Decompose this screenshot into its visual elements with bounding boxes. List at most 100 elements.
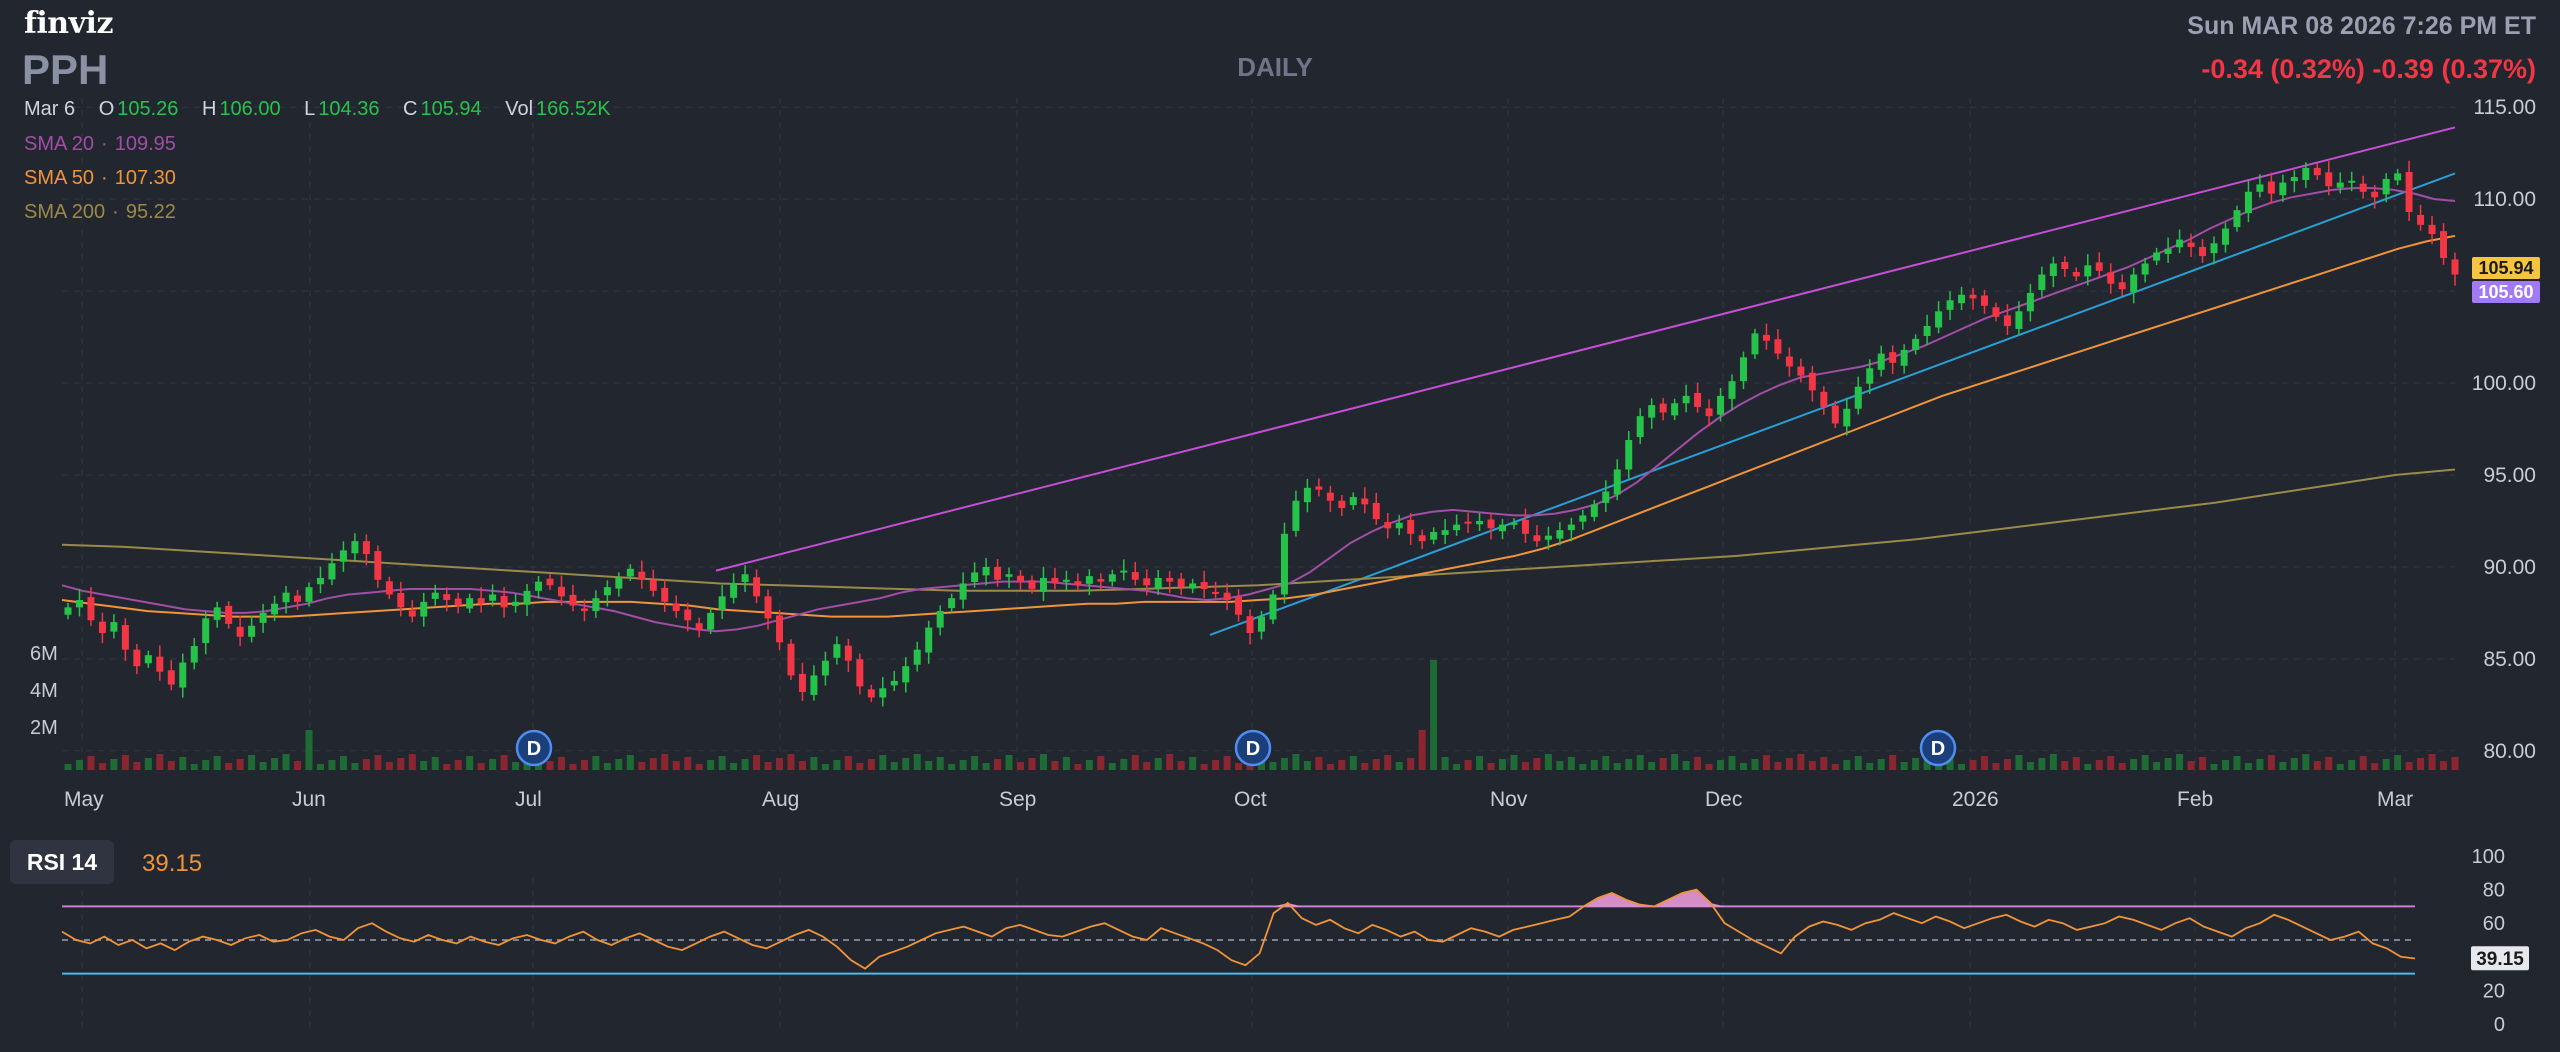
volume-bar bbox=[1498, 759, 1506, 770]
volume-bar bbox=[1969, 760, 1977, 770]
volume-bar bbox=[1200, 764, 1208, 770]
low-value: 104.36 bbox=[318, 98, 380, 120]
volume-bar bbox=[1407, 758, 1415, 770]
volume-bar bbox=[1590, 760, 1598, 770]
close-value: 105.94 bbox=[420, 98, 482, 120]
candle-body bbox=[1338, 500, 1346, 509]
volume-bar bbox=[580, 760, 588, 770]
rsi-overbought-fill bbox=[1273, 903, 1302, 907]
candle-body bbox=[2313, 167, 2321, 176]
sma200-legend: SMA 200 · 95.22 bbox=[24, 201, 176, 223]
volume-bar bbox=[2164, 758, 2172, 770]
candle-body bbox=[2359, 183, 2367, 192]
candle-body bbox=[2061, 262, 2069, 270]
candle-body bbox=[1498, 524, 1506, 532]
candle-body bbox=[2038, 274, 2046, 290]
volume-bar bbox=[2348, 760, 2356, 770]
candle-body bbox=[512, 601, 520, 606]
volume-bar bbox=[2107, 756, 2115, 770]
candle-body bbox=[1487, 519, 1495, 529]
candle-body bbox=[2187, 242, 2195, 247]
volume-tick: 4M bbox=[30, 680, 58, 702]
candle-body bbox=[557, 586, 565, 597]
ohlc-legend: Mar 6 O 105.26 H 106.00 L 104.36 C 105.94 Vo… bbox=[24, 98, 611, 121]
volume-bar bbox=[1223, 756, 1231, 770]
candle-body bbox=[2417, 214, 2425, 225]
candle-body bbox=[580, 608, 588, 612]
candle-body bbox=[1533, 535, 1541, 542]
price-tick: 95.00 bbox=[2483, 464, 2536, 487]
candle-body bbox=[1682, 395, 1690, 404]
volume-bar bbox=[1544, 754, 1552, 770]
candle-body bbox=[925, 627, 933, 653]
sma200-label: SMA 200 bbox=[24, 201, 106, 223]
volume-bar bbox=[408, 754, 416, 770]
volume-bar bbox=[1315, 757, 1323, 770]
date-tick: Dec bbox=[1705, 788, 1742, 811]
volume-bar bbox=[2302, 754, 2310, 770]
volume-bar bbox=[2210, 764, 2218, 770]
volume-bar bbox=[339, 756, 347, 770]
volume-bar bbox=[672, 761, 680, 770]
candle-body bbox=[1120, 570, 1128, 573]
candle-body bbox=[1613, 469, 1621, 495]
volume-bar bbox=[1958, 764, 1966, 770]
volume-bar bbox=[500, 755, 508, 770]
candle-body bbox=[454, 598, 462, 606]
candle-body bbox=[110, 622, 118, 632]
upper-trendline bbox=[715, 126, 2456, 572]
candle-body bbox=[1877, 353, 1885, 370]
candle-body bbox=[2233, 210, 2241, 228]
volume-bar bbox=[75, 760, 83, 770]
volume-bar bbox=[833, 760, 841, 770]
candle-body bbox=[2244, 191, 2252, 214]
candle-body bbox=[1028, 580, 1036, 589]
low-label: L bbox=[304, 98, 316, 120]
candle-body bbox=[2026, 292, 2034, 312]
candle-body bbox=[1510, 522, 1518, 525]
volume-bar bbox=[1900, 762, 1908, 770]
candle-body bbox=[133, 649, 141, 667]
volume-bar bbox=[867, 759, 875, 770]
volume-bar bbox=[1131, 755, 1139, 770]
candle-body bbox=[1476, 520, 1484, 525]
volume-bar bbox=[1659, 758, 1667, 770]
candle-body bbox=[500, 595, 508, 608]
candle-body bbox=[2440, 231, 2448, 258]
date-tick: May bbox=[64, 788, 104, 811]
candle-body bbox=[1143, 578, 1151, 586]
volume-bar bbox=[2417, 758, 2425, 770]
finviz-logo[interactable]: finviz bbox=[24, 6, 113, 41]
candle-body bbox=[294, 595, 302, 602]
volume-bar bbox=[2359, 756, 2367, 770]
candle-body bbox=[1590, 504, 1598, 517]
candle-body bbox=[1453, 524, 1461, 531]
volume-bar bbox=[603, 763, 611, 770]
candle-body bbox=[2141, 263, 2149, 275]
dividend-marker-label: D bbox=[1931, 738, 1945, 760]
candle-body bbox=[1280, 533, 1288, 595]
rsi-label[interactable]: RSI 14 bbox=[10, 840, 114, 884]
candle-body bbox=[856, 659, 864, 687]
candle-body bbox=[1326, 492, 1334, 501]
volume-bar bbox=[2084, 764, 2092, 770]
candle-body bbox=[316, 577, 324, 585]
volume-bar bbox=[1992, 763, 2000, 770]
volume-bar bbox=[1785, 758, 1793, 770]
candle-body bbox=[948, 598, 956, 609]
ticker-symbol: PPH bbox=[22, 46, 109, 93]
candle-body bbox=[1751, 333, 1759, 355]
volume-bar bbox=[167, 761, 175, 770]
volume-bar bbox=[374, 755, 382, 770]
rsi-overbought-fill bbox=[1654, 889, 1725, 907]
candle-body bbox=[730, 583, 738, 598]
date-tick: 2026 bbox=[1952, 788, 1999, 811]
volume-bar bbox=[1269, 762, 1277, 770]
volume-bar bbox=[225, 763, 233, 770]
candle-body bbox=[2003, 315, 2011, 327]
candle-body bbox=[397, 593, 405, 608]
candle-body bbox=[718, 596, 726, 610]
volume-bar bbox=[144, 758, 152, 770]
volume-bar bbox=[1028, 758, 1036, 770]
